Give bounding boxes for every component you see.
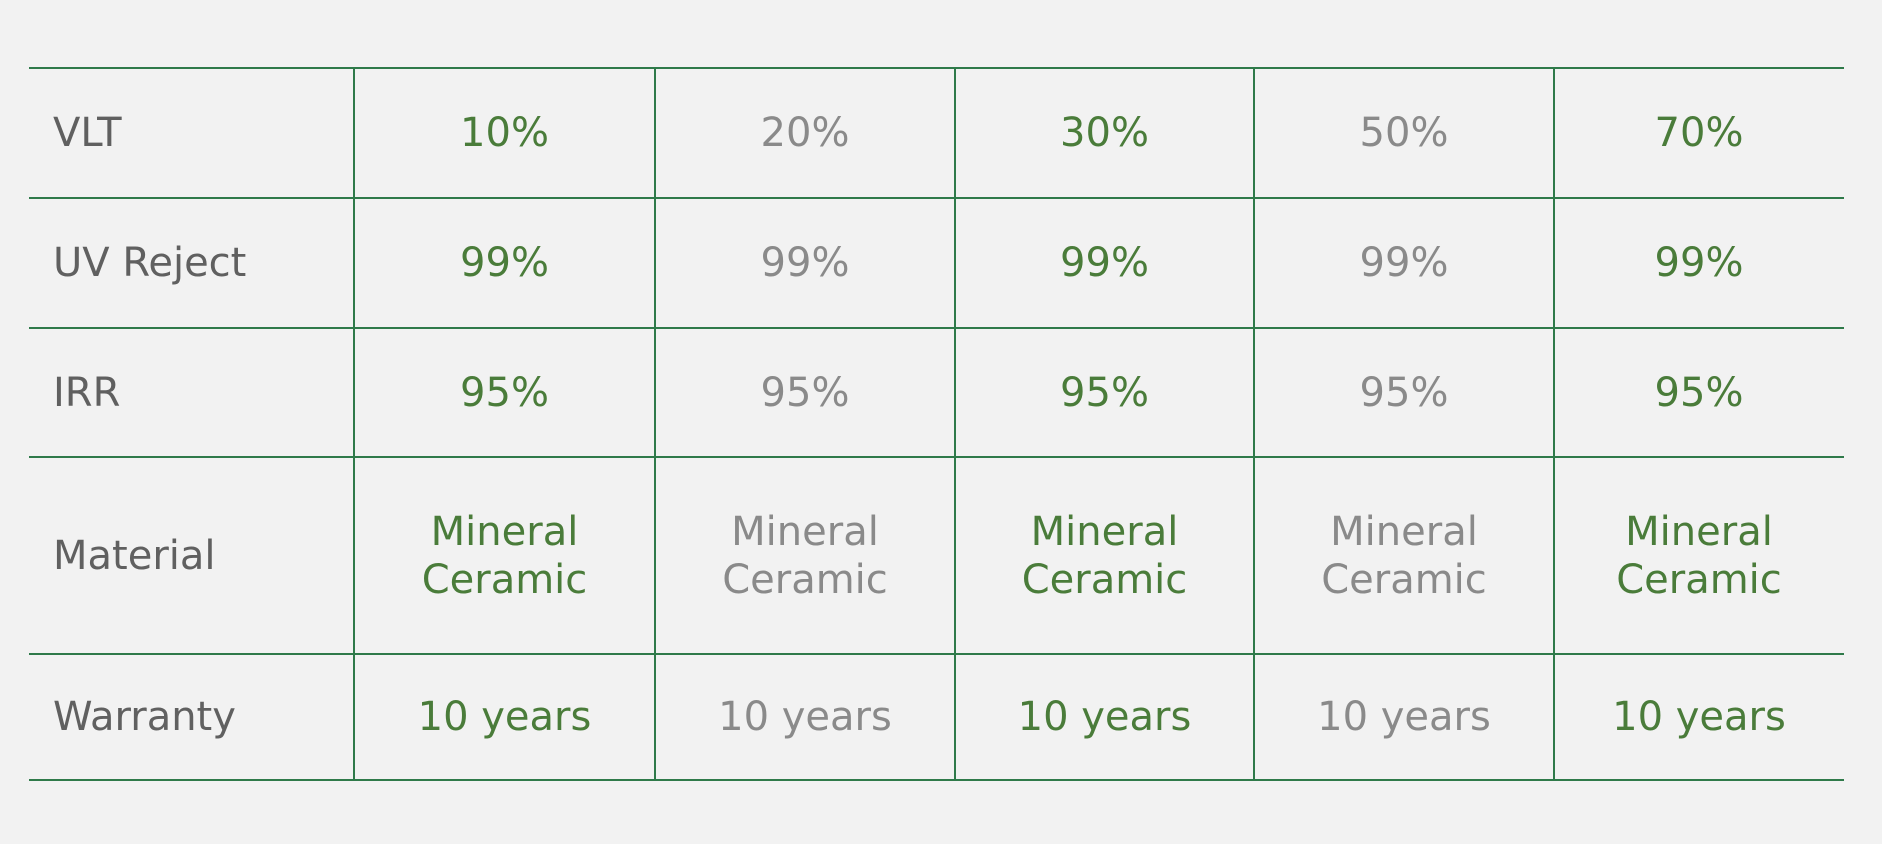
- row-border: [29, 197, 1844, 199]
- row-border: [29, 327, 1844, 329]
- column-border: [654, 654, 656, 780]
- row-label: UV Reject: [53, 240, 247, 286]
- cell-value: Mineral Ceramic: [1021, 508, 1188, 603]
- column-border: [1253, 68, 1255, 198]
- column-border: [1553, 654, 1555, 780]
- cell-value: Mineral Ceramic: [1616, 508, 1782, 603]
- cell-value: 95%: [760, 369, 850, 416]
- column-border: [954, 68, 956, 198]
- cell-value: 10 years: [1017, 694, 1192, 740]
- column-border: [954, 457, 956, 654]
- column-border: [1253, 654, 1255, 780]
- column-border: [1253, 198, 1255, 328]
- cell-value: 95%: [1060, 369, 1149, 416]
- cell-value: Mineral Ceramic: [421, 508, 588, 603]
- row-label: IRR: [53, 369, 121, 416]
- row-label: Material: [53, 532, 216, 579]
- row-border: [29, 653, 1844, 655]
- cell-value: 10%: [460, 110, 549, 156]
- column-border: [1253, 457, 1255, 654]
- column-border: [353, 457, 355, 654]
- cell-value: 50%: [1359, 110, 1449, 156]
- cell-value: 99%: [1060, 240, 1149, 286]
- cell-value: 30%: [1060, 110, 1149, 156]
- column-border: [353, 68, 355, 198]
- row-label: VLT: [53, 110, 122, 156]
- column-border: [1553, 457, 1555, 654]
- cell-value: 95%: [1359, 369, 1449, 416]
- column-border: [1553, 328, 1555, 457]
- cell-value: 10 years: [1317, 694, 1491, 740]
- column-border: [1553, 68, 1555, 198]
- cell-value: 99%: [1654, 240, 1744, 286]
- cell-value: 99%: [460, 240, 549, 286]
- cell-value: 20%: [760, 110, 850, 156]
- row-label: Warranty: [53, 694, 236, 740]
- cell-value: 10 years: [718, 694, 892, 740]
- column-border: [353, 654, 355, 780]
- column-border: [654, 328, 656, 457]
- column-border: [1253, 328, 1255, 457]
- column-border: [954, 198, 956, 328]
- cell-value: 95%: [1654, 369, 1744, 416]
- cell-value: 10 years: [1612, 694, 1786, 740]
- row-border: [29, 456, 1844, 458]
- column-border: [654, 198, 656, 328]
- cell-value: 95%: [460, 369, 549, 416]
- column-border: [353, 328, 355, 457]
- row-border: [29, 779, 1844, 781]
- cell-value: 10 years: [417, 694, 592, 740]
- column-border: [954, 328, 956, 457]
- row-border: [29, 67, 1844, 69]
- column-border: [353, 198, 355, 328]
- column-border: [1553, 198, 1555, 328]
- column-border: [954, 654, 956, 780]
- cell-value: 70%: [1654, 110, 1744, 156]
- cell-value: 99%: [760, 240, 850, 286]
- column-border: [654, 457, 656, 654]
- cell-value: Mineral Ceramic: [722, 508, 888, 603]
- cell-value: 99%: [1359, 240, 1449, 286]
- column-border: [654, 68, 656, 198]
- cell-value: Mineral Ceramic: [1321, 508, 1487, 603]
